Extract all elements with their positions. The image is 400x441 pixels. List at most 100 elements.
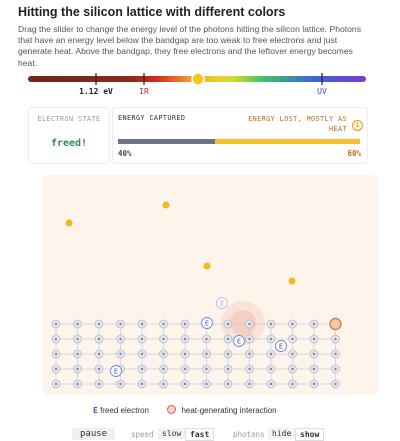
photon (162, 201, 170, 209)
atom-core (54, 322, 58, 326)
atom-core (248, 352, 251, 356)
atom-core (183, 367, 187, 371)
hide-button[interactable]: hide (268, 428, 296, 439)
legend-heat-icon (167, 405, 177, 414)
captured-label: ENERGY CAPTURED (118, 114, 186, 122)
electron (233, 335, 245, 347)
bandgap-label: 1.12 eV (79, 87, 113, 96)
atom-core (162, 352, 165, 356)
atom-core (54, 382, 58, 386)
atom-core (162, 367, 165, 371)
atom-core (97, 352, 101, 356)
atom-core (291, 382, 294, 386)
show-button[interactable]: show (295, 428, 325, 441)
atom-core (226, 352, 230, 356)
atom-core (248, 382, 251, 386)
slider[interactable]: 1.12 eV IR UV (0, 64, 400, 100)
atom-core (312, 322, 316, 326)
atom-core (226, 337, 230, 341)
electron (201, 317, 213, 329)
uv-label: UV (317, 87, 327, 96)
atom-core (269, 337, 273, 341)
pause-button[interactable]: pause (72, 428, 116, 440)
lost-label: ENERGY LOST, MOSTLY AS HEAT (248, 115, 347, 133)
atom-core (76, 382, 79, 386)
atom-core (76, 337, 79, 341)
atom-core (312, 352, 316, 356)
atom-core (54, 337, 58, 341)
state-value: freed! (50, 138, 88, 149)
atom-core (119, 322, 122, 326)
heat-atom (329, 317, 342, 331)
atom-core (140, 352, 144, 356)
atom-core (312, 382, 316, 386)
energy-box: ENERGY CAPTURED ENERGY LOST, MOSTLY AS H… (112, 107, 368, 164)
atom-core (291, 337, 294, 341)
atom-core (183, 382, 187, 386)
atom-core (140, 337, 144, 341)
photons-label: photons (233, 430, 265, 439)
atom-core (140, 367, 144, 371)
description: Drag the slider to change the energy lev… (18, 24, 362, 68)
atom-core (97, 382, 101, 386)
atom-core (54, 367, 58, 371)
atom-core (97, 322, 101, 326)
atom-core (269, 367, 273, 371)
atom-core (76, 322, 79, 326)
photon (288, 277, 296, 285)
title: Hitting the silicon lattice with differe… (18, 5, 286, 19)
energy-segment (214, 139, 360, 144)
slider-knob[interactable] (191, 72, 205, 86)
atom-core (140, 382, 144, 386)
atom-core (205, 367, 208, 371)
electron (110, 365, 122, 377)
atom-core (119, 352, 122, 356)
atom-core (248, 337, 251, 341)
atom-core (334, 352, 337, 356)
atom-core (97, 337, 101, 341)
atom-core (183, 352, 187, 356)
energy-segment (118, 139, 215, 144)
legend-electron-icon: E (93, 406, 98, 415)
atom-core (97, 367, 101, 371)
electron-label: E (220, 300, 224, 308)
simulation: E E E E E (42, 175, 378, 395)
state-label: ELECTRON STATE (37, 115, 101, 123)
info-icon[interactable]: i (352, 120, 363, 131)
atom-core (76, 367, 79, 371)
slow-button[interactable]: slow (158, 428, 186, 439)
atom-core (291, 322, 294, 326)
atom-core (54, 352, 58, 356)
fast-button[interactable]: fast (185, 428, 215, 441)
energy-bar (118, 139, 360, 144)
captured-pct: 40% (118, 149, 132, 158)
electron-label: E (205, 320, 209, 328)
atom-core (269, 382, 273, 386)
atom-core (291, 367, 294, 371)
photon (65, 219, 73, 227)
atom-core (269, 352, 273, 356)
atom-core (162, 322, 165, 326)
atom-core (140, 322, 144, 326)
atom-core (334, 367, 337, 371)
atom-core (205, 352, 208, 356)
atom-core (119, 337, 122, 341)
electron-label: E (279, 343, 283, 351)
atom-core (312, 367, 316, 371)
electron (216, 297, 228, 309)
atom-core (248, 367, 251, 371)
state-box: ELECTRON STATE freed! (28, 107, 110, 164)
legend-heat: heat-generating interaction (181, 406, 277, 415)
ir-label: IR (139, 87, 149, 96)
atom-core (183, 322, 187, 326)
atom-core (226, 382, 230, 386)
atom-core (248, 322, 251, 326)
atom-core (269, 322, 273, 326)
atom-core (205, 382, 208, 386)
atom-core (226, 322, 230, 326)
photon (203, 262, 211, 270)
atom-core (291, 352, 294, 356)
panel (42, 175, 378, 395)
atom-core (334, 382, 337, 386)
